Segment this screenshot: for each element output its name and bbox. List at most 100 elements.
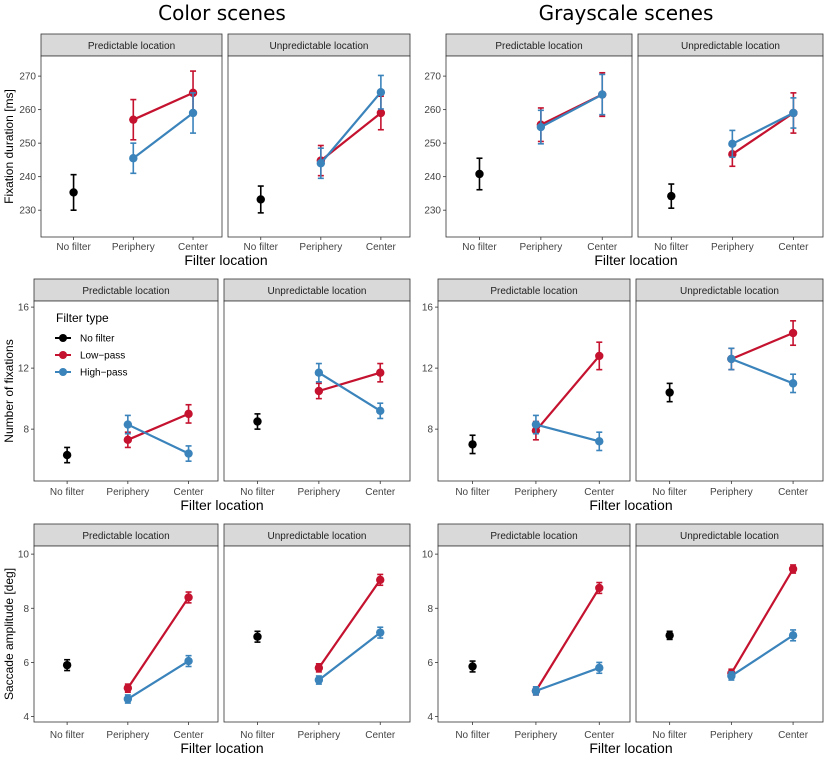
data-point	[595, 583, 604, 593]
facet-label: Unpredictable location	[680, 286, 779, 297]
x-tick-label: Center	[366, 242, 397, 253]
y-tick-label: 10	[422, 550, 434, 561]
x-tick-label: Center	[365, 730, 396, 741]
series-line	[731, 111, 794, 145]
x-tick-label: Center	[365, 487, 396, 498]
series-low-pass	[314, 362, 385, 400]
chart-grayscale-scenes-number-of-fixations: Predictable location No filter Periphery Ce…	[422, 278, 824, 513]
y-axis-label: Number of fixations	[2, 339, 16, 442]
data-point	[475, 169, 484, 179]
facet-label: Predictable location	[495, 41, 582, 52]
y-tick-label: 12	[422, 364, 434, 375]
y-tick-label: 8	[23, 604, 29, 615]
y-tick-label: 240	[19, 172, 36, 183]
facet-label: Predictable location	[490, 286, 577, 297]
data-point	[314, 368, 324, 377]
series-line	[731, 112, 795, 156]
data-point	[253, 632, 262, 641]
title-color-scenes: Color scenes	[158, 1, 286, 25]
legend-label: Low−pass	[80, 351, 125, 362]
facet-label: Predictable location	[82, 286, 169, 297]
x-tick-label: Center	[584, 730, 615, 741]
series-no-filter	[256, 185, 265, 214]
facet-label: Predictable location	[490, 531, 577, 542]
series-line	[127, 660, 190, 700]
data-point	[728, 139, 737, 149]
legend-item-no-filter: No filter	[55, 334, 115, 345]
x-tick-label: No filter	[462, 242, 497, 253]
legend-key-point	[59, 351, 67, 359]
series-high-pass	[314, 362, 385, 420]
data-point	[376, 88, 386, 97]
chart-color-scenes-number-of-fixations: Predictable location No filter Periphery Ce…	[2, 278, 411, 513]
facet-label: Unpredictable location	[680, 531, 779, 542]
y-tick-label: 16	[422, 303, 434, 314]
chart-grayscale-scenes-fixation-duration: Predictable location No filter Periphery Ce…	[424, 33, 824, 268]
panel-frame	[227, 55, 411, 238]
y-tick-label: 270	[19, 72, 36, 83]
data-point	[184, 409, 193, 419]
y-axis-label: Saccade amplitude [deg]	[2, 568, 16, 700]
series-line	[318, 371, 381, 393]
panel-predictable-location: Predictable location No filter Periphery Ce…	[422, 523, 631, 741]
y-tick-label: 4	[427, 712, 433, 723]
series-no-filter	[475, 157, 484, 191]
panel-unpredictable-location: Unpredictable location No filter Periphery…	[227, 33, 411, 253]
series-high-pass	[123, 414, 193, 462]
panel-predictable-location: Predictable location No filter Periphery Ce…	[19, 33, 223, 253]
x-tick-label: Periphery	[106, 487, 149, 498]
y-tick-label: 230	[19, 206, 36, 217]
panel-predictable-location: Predictable location No filter Periphery Ce…	[18, 523, 219, 741]
y-tick-label: 240	[424, 172, 441, 183]
x-tick-label: Periphery	[519, 242, 562, 253]
data-point	[536, 122, 546, 132]
legend-key-point	[59, 368, 67, 376]
series-low-pass	[314, 573, 385, 673]
x-tick-label: No filter	[652, 730, 687, 741]
facet-label: Unpredictable location	[681, 41, 780, 52]
panel-unpredictable-location: Unpredictable location No filter Periphery…	[635, 278, 824, 498]
series-no-filter	[253, 630, 262, 643]
panel-predictable-location: Predictable location No filter Periphery Ce…	[18, 278, 219, 498]
series-line	[317, 579, 382, 669]
data-point	[727, 354, 736, 364]
y-tick-label: 4	[23, 712, 29, 723]
series-high-pass	[727, 629, 798, 681]
x-tick-label: Periphery	[106, 730, 149, 741]
x-tick-label: Periphery	[710, 487, 753, 498]
series-line	[534, 587, 601, 692]
series-high-pass	[531, 661, 604, 696]
y-tick-label: 6	[23, 658, 29, 669]
x-axis-label: Filter location	[184, 252, 267, 268]
data-point	[468, 662, 477, 671]
data-point	[69, 188, 78, 197]
series-low-pass	[123, 591, 193, 694]
data-point	[788, 564, 798, 574]
series-high-pass	[728, 97, 798, 159]
data-point	[376, 108, 386, 118]
legend-item-low-pass: Low−pass	[55, 351, 125, 362]
legend-title: Filter type	[56, 311, 109, 325]
y-tick-label: 250	[19, 139, 36, 150]
series-line	[127, 423, 190, 455]
facet-label: Unpredictable location	[268, 286, 367, 297]
series-high-pass	[316, 74, 386, 180]
y-tick-label: 260	[424, 105, 441, 116]
series-no-filter	[667, 183, 676, 209]
x-tick-label: No filter	[240, 730, 275, 741]
panel-unpredictable-location: Unpredictable location No filter Periphery…	[223, 523, 411, 741]
panel-unpredictable-location: Unpredictable location No filter Periphery…	[223, 278, 411, 498]
y-axis-label: Fixation duration [ms]	[2, 89, 16, 204]
chart-color-scenes-saccade-amplitude: Predictable location No filter Periphery Ce…	[2, 523, 411, 756]
legend-key-point	[59, 334, 67, 342]
data-point	[123, 435, 133, 445]
x-axis-label: Filter location	[589, 740, 672, 756]
y-tick-label: 270	[424, 72, 441, 83]
data-point	[129, 115, 138, 124]
data-point	[314, 663, 324, 673]
plot-grid: Predictable location No filter Periphery Ce…	[2, 33, 824, 756]
data-point	[665, 631, 674, 640]
series-high-pass	[314, 626, 385, 685]
data-point	[788, 631, 798, 640]
y-tick-label: 250	[424, 139, 441, 150]
